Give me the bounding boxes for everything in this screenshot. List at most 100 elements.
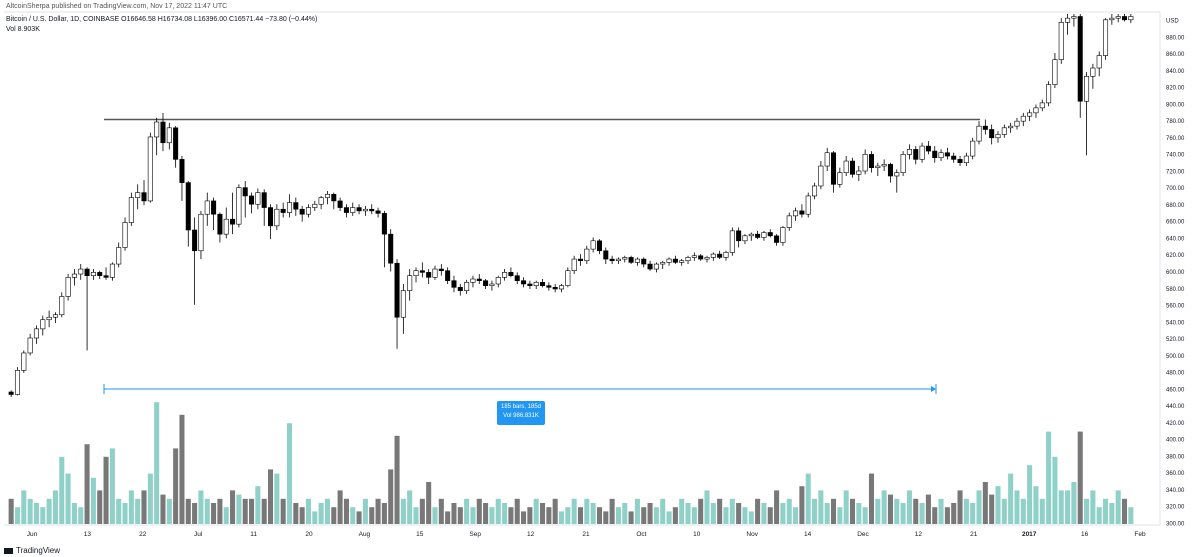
candle-body <box>919 145 925 160</box>
volume-bar <box>584 498 590 524</box>
candle-body <box>1115 16 1121 19</box>
volume-bar <box>774 490 780 524</box>
candle-body <box>717 253 723 258</box>
candle-body <box>514 275 520 281</box>
volume-bar <box>375 498 381 524</box>
candle-body <box>356 207 362 212</box>
volume-bar <box>982 482 988 524</box>
tradingview-logo: TradingView <box>4 546 60 555</box>
volume-bar <box>40 507 46 524</box>
candle-body <box>280 208 286 213</box>
volume-bar <box>46 498 52 524</box>
candle-body <box>976 125 982 142</box>
volume-bar <box>856 503 862 524</box>
y-tick-label: 640.00 <box>1166 236 1185 242</box>
candle-body <box>255 192 261 205</box>
volume-bar <box>204 498 210 524</box>
volume-bar <box>691 507 697 524</box>
volume-bar <box>350 507 356 524</box>
x-tick-label: 20 <box>305 531 313 538</box>
candle-body <box>204 200 210 215</box>
candle-body <box>533 282 539 286</box>
y-tick-label: 700.00 <box>1166 186 1185 192</box>
candle-body <box>179 159 185 183</box>
volume-bar <box>887 494 893 524</box>
candle-body <box>46 316 52 321</box>
volume-bar <box>198 490 204 524</box>
candle-body <box>381 213 387 235</box>
x-tick-label: 22 <box>139 531 147 538</box>
volume-bar <box>128 490 134 524</box>
candle-body <box>1014 120 1020 127</box>
volume-bar <box>419 498 425 524</box>
candle-body <box>173 127 179 160</box>
candle-body <box>305 207 311 215</box>
candle-body <box>185 182 191 231</box>
candle-body <box>135 192 141 198</box>
candle-body <box>881 164 887 167</box>
volume-bar <box>1027 465 1033 524</box>
volume-bar <box>527 507 533 524</box>
candle-body <box>774 235 780 243</box>
candle-body <box>742 235 748 242</box>
candle-body <box>116 247 122 265</box>
candle-body <box>925 145 931 152</box>
volume-bar <box>236 494 242 524</box>
volume-bar <box>173 448 179 524</box>
candle-body <box>192 229 198 252</box>
candle-body <box>324 193 330 198</box>
candle-body <box>122 222 128 248</box>
volume-bar <box>540 503 546 524</box>
candle-body <box>767 232 773 237</box>
volume-bar <box>267 469 274 524</box>
candle-body <box>318 197 324 205</box>
volume-bar <box>653 507 659 524</box>
volume-bar <box>647 503 653 524</box>
volume-bar <box>862 507 868 524</box>
volume-bar <box>546 507 552 524</box>
candle-body <box>995 134 1001 139</box>
volume-bar <box>919 503 925 524</box>
candle-body <box>590 240 596 250</box>
candle-body <box>400 290 406 318</box>
candle-body <box>521 280 527 285</box>
volume-bar <box>407 490 413 524</box>
candle-body <box>748 233 754 237</box>
candle-body <box>1052 59 1058 85</box>
volume-bar <box>736 503 742 524</box>
volume-bar <box>767 507 773 524</box>
x-tick-label: Nov <box>746 531 758 538</box>
volume-bar <box>78 507 84 524</box>
volume-bar <box>356 511 362 524</box>
candle-body <box>1008 125 1014 129</box>
volume-bar <box>634 498 640 524</box>
volume-bar <box>394 435 400 524</box>
candle-body <box>407 275 413 291</box>
candle-body <box>647 263 653 270</box>
volume-bar <box>508 507 514 524</box>
candle-body <box>65 277 71 297</box>
volume-bar <box>1052 456 1058 524</box>
candle-body <box>375 210 381 214</box>
volume-bar <box>451 503 457 524</box>
volume-bar <box>742 507 748 524</box>
candle-body <box>704 257 710 260</box>
candle-body <box>128 197 134 223</box>
candle-body <box>223 218 229 235</box>
y-tick-label: 840.00 <box>1166 69 1185 75</box>
candle-body <box>109 263 115 278</box>
volume-bar <box>976 490 982 524</box>
y-tick-label: 300.00 <box>1166 522 1185 528</box>
y-tick-label: 600.00 <box>1166 270 1185 276</box>
y-tick-label: 880.00 <box>1166 35 1185 41</box>
volume-bar <box>685 503 691 524</box>
volume-bar <box>381 503 387 524</box>
candle-body <box>849 160 856 175</box>
volume-bar <box>369 507 375 524</box>
x-tick-label: 14 <box>804 531 812 538</box>
x-tick-label: 21 <box>970 531 978 538</box>
candle-body <box>1071 16 1077 19</box>
volume-bar <box>1084 498 1090 524</box>
volume-bar <box>944 507 950 524</box>
candle-body <box>900 154 906 173</box>
